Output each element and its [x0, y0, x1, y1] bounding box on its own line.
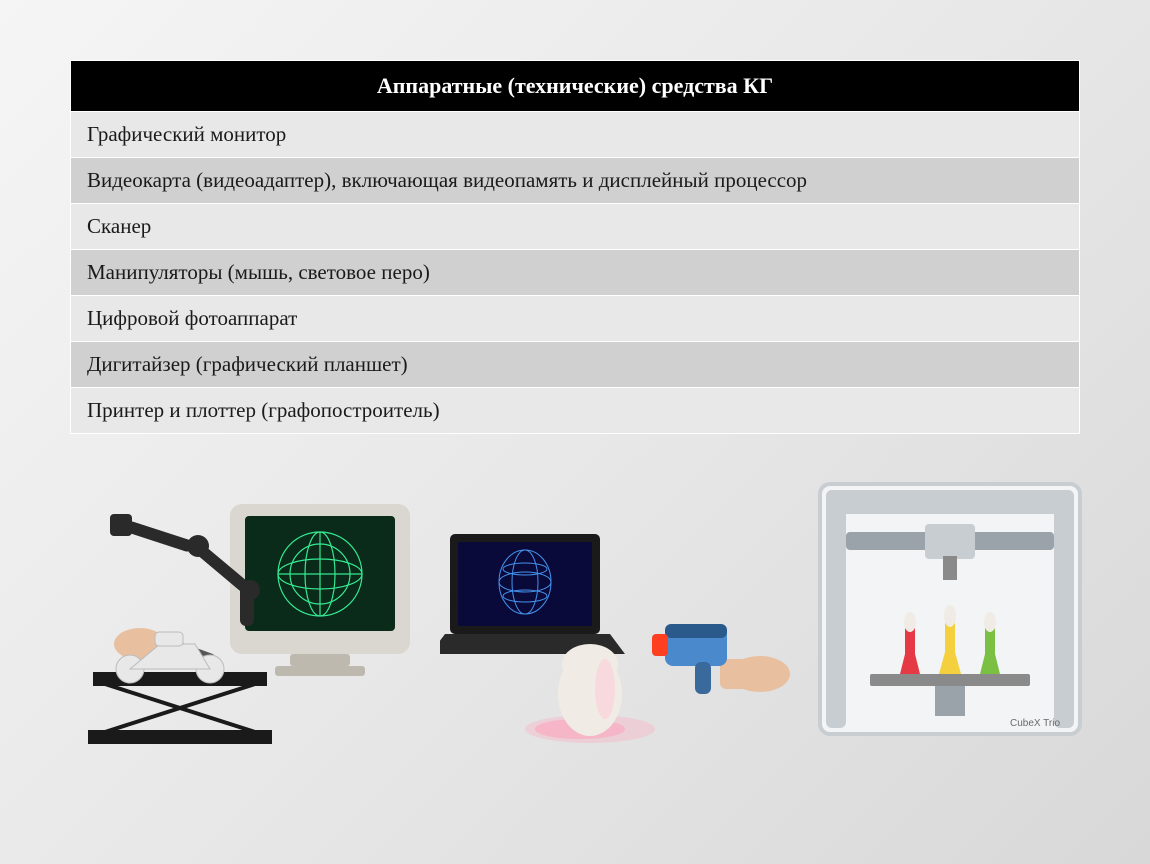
digitizer-illustration [80, 494, 420, 744]
scanner3d-illustration [440, 514, 790, 744]
illustration-row: CubeX Trio [70, 474, 1080, 744]
table-row: Сканер [71, 204, 1080, 250]
table-row: Принтер и плоттер (графопостроитель) [71, 388, 1080, 434]
table-row: Дигитайзер (графический планшет) [71, 342, 1080, 388]
slide-container: Аппаратные (технические) средства КГ Гра… [0, 0, 1150, 864]
printer-brand-label: CubeX Trio [1010, 718, 1060, 729]
table-row: Цифровой фотоаппарат [71, 296, 1080, 342]
table-body: Графический монитор Видеокарта (видеоада… [71, 112, 1080, 434]
printer3d-icon: CubeX Trio [810, 474, 1090, 744]
hardware-table: Аппаратные (технические) средства КГ Гра… [70, 60, 1080, 434]
table-row: Видеокарта (видеоадаптер), включающая ви… [71, 158, 1080, 204]
scanner3d-icon [440, 514, 790, 744]
table-header: Аппаратные (технические) средства КГ [71, 61, 1080, 112]
digitizer-icon [80, 494, 420, 744]
table-row: Графический монитор [71, 112, 1080, 158]
printer3d-illustration: CubeX Trio [810, 474, 1090, 744]
table-row: Манипуляторы (мышь, световое перо) [71, 250, 1080, 296]
